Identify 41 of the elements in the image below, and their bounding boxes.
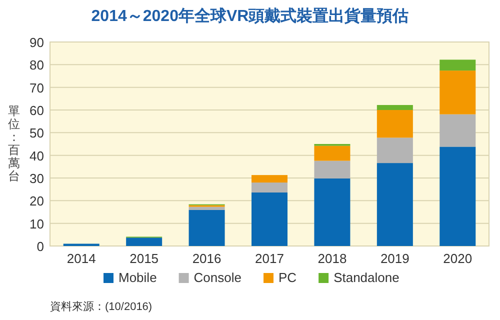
- bar: [252, 192, 288, 246]
- bar: [314, 160, 350, 178]
- x-tick-label: 2017: [255, 251, 284, 266]
- bar: [188, 206, 225, 210]
- bar: [126, 238, 162, 246]
- bar: [440, 70, 476, 114]
- x-tick-label: 2020: [443, 251, 472, 266]
- y-tick-label: 70: [30, 80, 44, 96]
- x-tick-label: 2018: [318, 251, 347, 266]
- y-tick-label: 60: [30, 103, 44, 118]
- x-tick-label: 2014: [66, 251, 96, 266]
- bar: [314, 178, 350, 246]
- legend-label: Standalone: [334, 270, 400, 285]
- legend-label: PC: [278, 270, 297, 285]
- y-tick-label: 10: [30, 216, 44, 232]
- y-tick-label: 20: [30, 194, 44, 209]
- legend-label: Console: [194, 270, 242, 285]
- bar: [252, 182, 288, 193]
- y-axis-title: 單位：百萬台: [8, 104, 20, 183]
- legend-label: Mobile: [118, 270, 157, 285]
- source-note: 資料來源：(10/2016): [50, 300, 152, 313]
- bar: [440, 114, 476, 147]
- y-tick-label: 50: [30, 126, 44, 141]
- bar: [440, 146, 476, 246]
- bar: [440, 60, 476, 71]
- x-tick-label: 2016: [192, 251, 222, 266]
- bar: [376, 163, 413, 246]
- bar: [188, 210, 225, 246]
- bar: [252, 175, 288, 183]
- x-tick-label: 2019: [380, 251, 410, 266]
- chart-title: 2014～2020年全球VR頭戴式裝置出貨量預估: [91, 7, 409, 25]
- x-tick-label: 2015: [130, 251, 159, 266]
- y-tick-label: 0: [36, 239, 44, 254]
- bar: [376, 138, 413, 164]
- y-tick-label: 30: [30, 171, 44, 186]
- y-tick-label: 80: [30, 58, 44, 73]
- y-tick-label: 40: [30, 148, 44, 164]
- bar: [376, 110, 413, 138]
- bar: [314, 146, 350, 161]
- bar: [376, 105, 413, 110]
- y-tick-label: 90: [30, 35, 44, 50]
